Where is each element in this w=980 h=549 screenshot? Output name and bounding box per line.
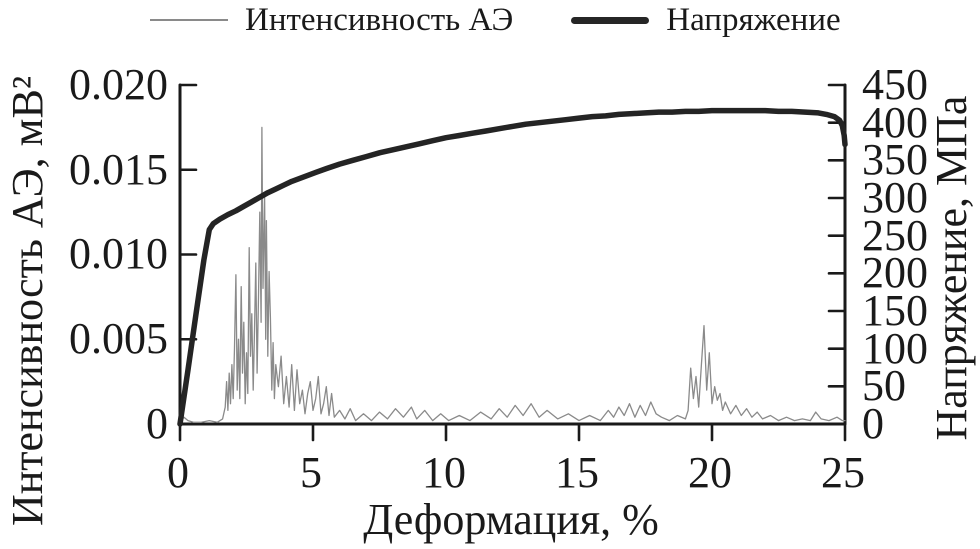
y-left-tick-label: 0 xyxy=(146,399,168,448)
x-tick-label: 20 xyxy=(688,448,732,497)
y-right-tick-label: 300 xyxy=(862,173,928,222)
y-right-tick-label: 150 xyxy=(862,286,928,335)
tick-marks xyxy=(178,83,847,442)
y-right-tick-label: 250 xyxy=(862,211,928,260)
x-tick-label: 0 xyxy=(167,448,189,497)
stress-legend-line xyxy=(571,16,650,24)
y-right-tick-label: 200 xyxy=(862,248,928,297)
x-tick-label: 10 xyxy=(422,448,466,497)
y-right-tick-label: 0 xyxy=(862,399,884,448)
y-right-tick-label: 350 xyxy=(862,135,928,184)
y-left-tick-label: 0.005 xyxy=(69,314,168,363)
x-axis-title: Деформация, % xyxy=(363,495,659,544)
stress-line xyxy=(177,107,848,427)
x-tick-label: 15 xyxy=(555,448,599,497)
stress-legend-label: Напряжение xyxy=(666,2,841,38)
y-right-tick-label: 50 xyxy=(862,361,906,410)
y-left-tick-label: 0.015 xyxy=(69,145,168,194)
y-left-tick-label: 0.020 xyxy=(69,60,168,109)
y-left-tick-label: 0.010 xyxy=(69,229,168,278)
y-right-tick-label: 450 xyxy=(862,60,928,109)
y-right-tick-label: 100 xyxy=(862,324,928,373)
ae-intensity-legend-label: Интенсивность АЭ xyxy=(245,2,514,38)
legend: Интенсивность АЭ Напряжение xyxy=(150,0,841,40)
ae-intensity-line xyxy=(179,126,846,423)
y-right-tick-label: 400 xyxy=(862,98,928,147)
left-axis-title: Интенсивность АЭ, мВ² xyxy=(3,75,52,527)
ae-intensity-legend-line xyxy=(150,19,228,21)
x-tick-label: 5 xyxy=(300,448,322,497)
x-tick-label: 25 xyxy=(821,448,865,497)
